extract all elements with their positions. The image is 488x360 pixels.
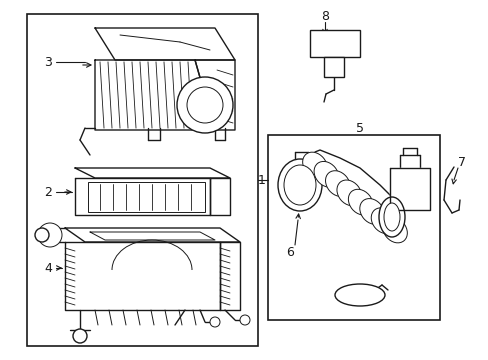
Ellipse shape bbox=[382, 217, 407, 243]
Ellipse shape bbox=[383, 203, 399, 231]
Ellipse shape bbox=[378, 197, 404, 237]
Ellipse shape bbox=[278, 159, 321, 211]
Text: 7: 7 bbox=[457, 156, 465, 168]
Bar bbox=[88, 182, 204, 212]
Ellipse shape bbox=[302, 152, 326, 178]
Polygon shape bbox=[209, 178, 229, 215]
Circle shape bbox=[240, 315, 249, 325]
Ellipse shape bbox=[370, 208, 395, 234]
Text: 2: 2 bbox=[44, 185, 52, 198]
Polygon shape bbox=[220, 242, 240, 310]
Circle shape bbox=[38, 223, 62, 247]
Ellipse shape bbox=[284, 165, 315, 205]
Polygon shape bbox=[75, 178, 209, 215]
Ellipse shape bbox=[359, 199, 384, 224]
Text: 5: 5 bbox=[355, 122, 363, 135]
Text: 1: 1 bbox=[258, 174, 265, 186]
Polygon shape bbox=[75, 168, 229, 178]
Ellipse shape bbox=[325, 171, 349, 197]
Polygon shape bbox=[65, 242, 220, 310]
Circle shape bbox=[209, 317, 220, 327]
Polygon shape bbox=[195, 60, 235, 130]
Bar bbox=[309, 30, 359, 57]
Bar bbox=[324, 57, 343, 77]
Circle shape bbox=[35, 228, 49, 242]
Text: 8: 8 bbox=[320, 9, 328, 22]
Circle shape bbox=[177, 77, 232, 133]
Polygon shape bbox=[95, 60, 215, 130]
Polygon shape bbox=[90, 232, 215, 240]
Polygon shape bbox=[95, 28, 235, 60]
Text: 4: 4 bbox=[44, 261, 52, 274]
Polygon shape bbox=[389, 168, 429, 210]
Ellipse shape bbox=[336, 180, 361, 206]
Text: 3: 3 bbox=[44, 55, 52, 68]
Ellipse shape bbox=[347, 189, 372, 215]
Ellipse shape bbox=[334, 284, 384, 306]
Bar bbox=[267, 135, 439, 320]
Circle shape bbox=[186, 87, 223, 123]
Circle shape bbox=[73, 329, 87, 343]
Bar bbox=[27, 14, 258, 346]
Text: 6: 6 bbox=[285, 246, 293, 258]
Polygon shape bbox=[65, 228, 240, 242]
Ellipse shape bbox=[313, 161, 338, 187]
